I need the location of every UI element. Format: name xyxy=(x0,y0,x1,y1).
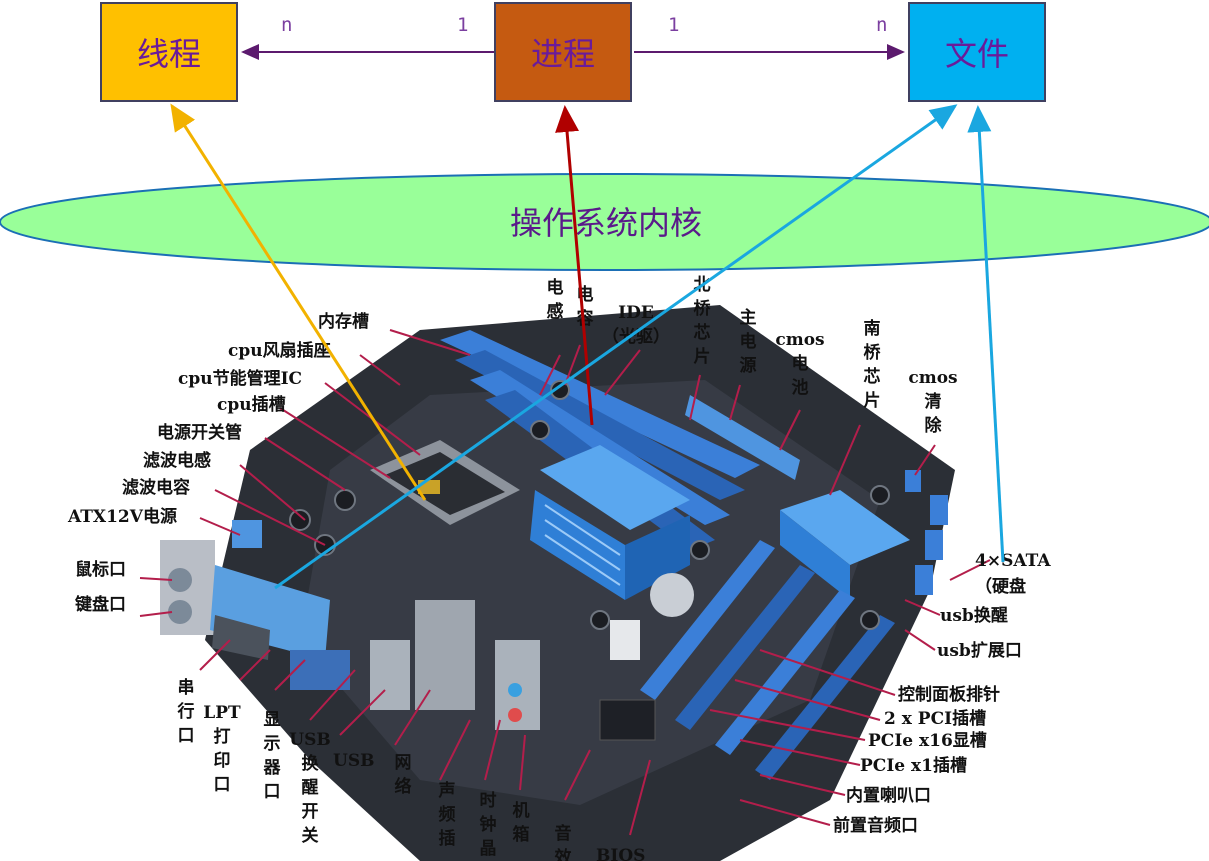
label-pcie16: PCIe x16显槽 xyxy=(868,730,987,751)
label-filter-inductor: 滤波电感 xyxy=(143,450,211,471)
label-usb: USB xyxy=(333,751,374,771)
label-pci-slots: 2 x PCI插槽 xyxy=(884,708,986,729)
label-usb-wake: USB 换醒开关 xyxy=(289,730,330,846)
label-front-audio: 前置音频口 xyxy=(833,815,918,836)
cardinality-process-thread-1: 1 xyxy=(457,14,468,36)
file-box: 文件 xyxy=(908,2,1046,102)
ide-connector-white xyxy=(610,620,640,660)
label-usb-wakeup: usb换醒 xyxy=(940,605,1008,626)
label-sound: 音效 xyxy=(555,823,572,861)
file-label: 文件 xyxy=(945,29,1009,75)
label-atx12v: ATX12V电源 xyxy=(67,506,177,527)
label-panel-pins: 控制面板排针 xyxy=(898,684,1000,705)
arrow-sata-to-file-2 xyxy=(978,108,1003,562)
cardinality-file-n: n xyxy=(876,14,887,36)
process-box: 进程 xyxy=(494,2,632,102)
cmos-clear-jumper xyxy=(905,470,921,492)
cmos-battery xyxy=(650,573,694,617)
label-cpu-socket: cpu插槽 xyxy=(217,394,286,415)
label-memory-slot: 内存槽 xyxy=(318,311,369,332)
label-usb-ext: usb扩展口 xyxy=(937,640,1022,661)
label-clock: 时钟晶 xyxy=(480,791,497,859)
label-south-bridge: 南桥芯片 xyxy=(864,318,882,411)
cardinality-thread-n: n xyxy=(281,14,292,36)
label-audio-in: 声频插 xyxy=(438,780,456,849)
label-display: 显示器口 xyxy=(263,710,282,802)
label-mouse-port: 鼠标口 xyxy=(75,559,126,580)
label-pcie1: PCIe x1插槽 xyxy=(860,755,967,776)
label-filter-capacitor: 滤波电容 xyxy=(122,477,190,498)
label-sata: 4×SATA xyxy=(975,551,1051,571)
label-speaker: 内置喇叭口 xyxy=(846,785,931,806)
process-label: 进程 xyxy=(531,29,595,75)
label-cpu-fan: cpu风扇插座 xyxy=(228,340,331,361)
label-cmos-clear: cmos 清除 xyxy=(908,368,957,436)
label-main-power: 主电源 xyxy=(740,307,757,376)
label-capacitor: 电容 xyxy=(577,284,594,329)
label-keyboard-port: 键盘口 xyxy=(75,594,126,615)
label-sata-sub: （硬盘 xyxy=(975,576,1026,597)
thread-label: 线程 xyxy=(137,29,201,75)
label-inductor: 电感 xyxy=(547,277,564,322)
label-lpt: LPT 打印口 xyxy=(203,703,241,795)
label-power-switch: 电源开关管 xyxy=(157,422,242,443)
thread-box: 线程 xyxy=(100,2,238,102)
bios-chip xyxy=(600,700,655,740)
kernel-label: 操作系统内核 xyxy=(510,204,702,242)
label-bios: BIOS xyxy=(596,846,645,861)
cardinality-process-file-1: 1 xyxy=(668,14,679,36)
label-serial: 串行口 xyxy=(177,677,195,746)
label-cpu-power-ic: cpu节能管理IC xyxy=(178,368,302,389)
